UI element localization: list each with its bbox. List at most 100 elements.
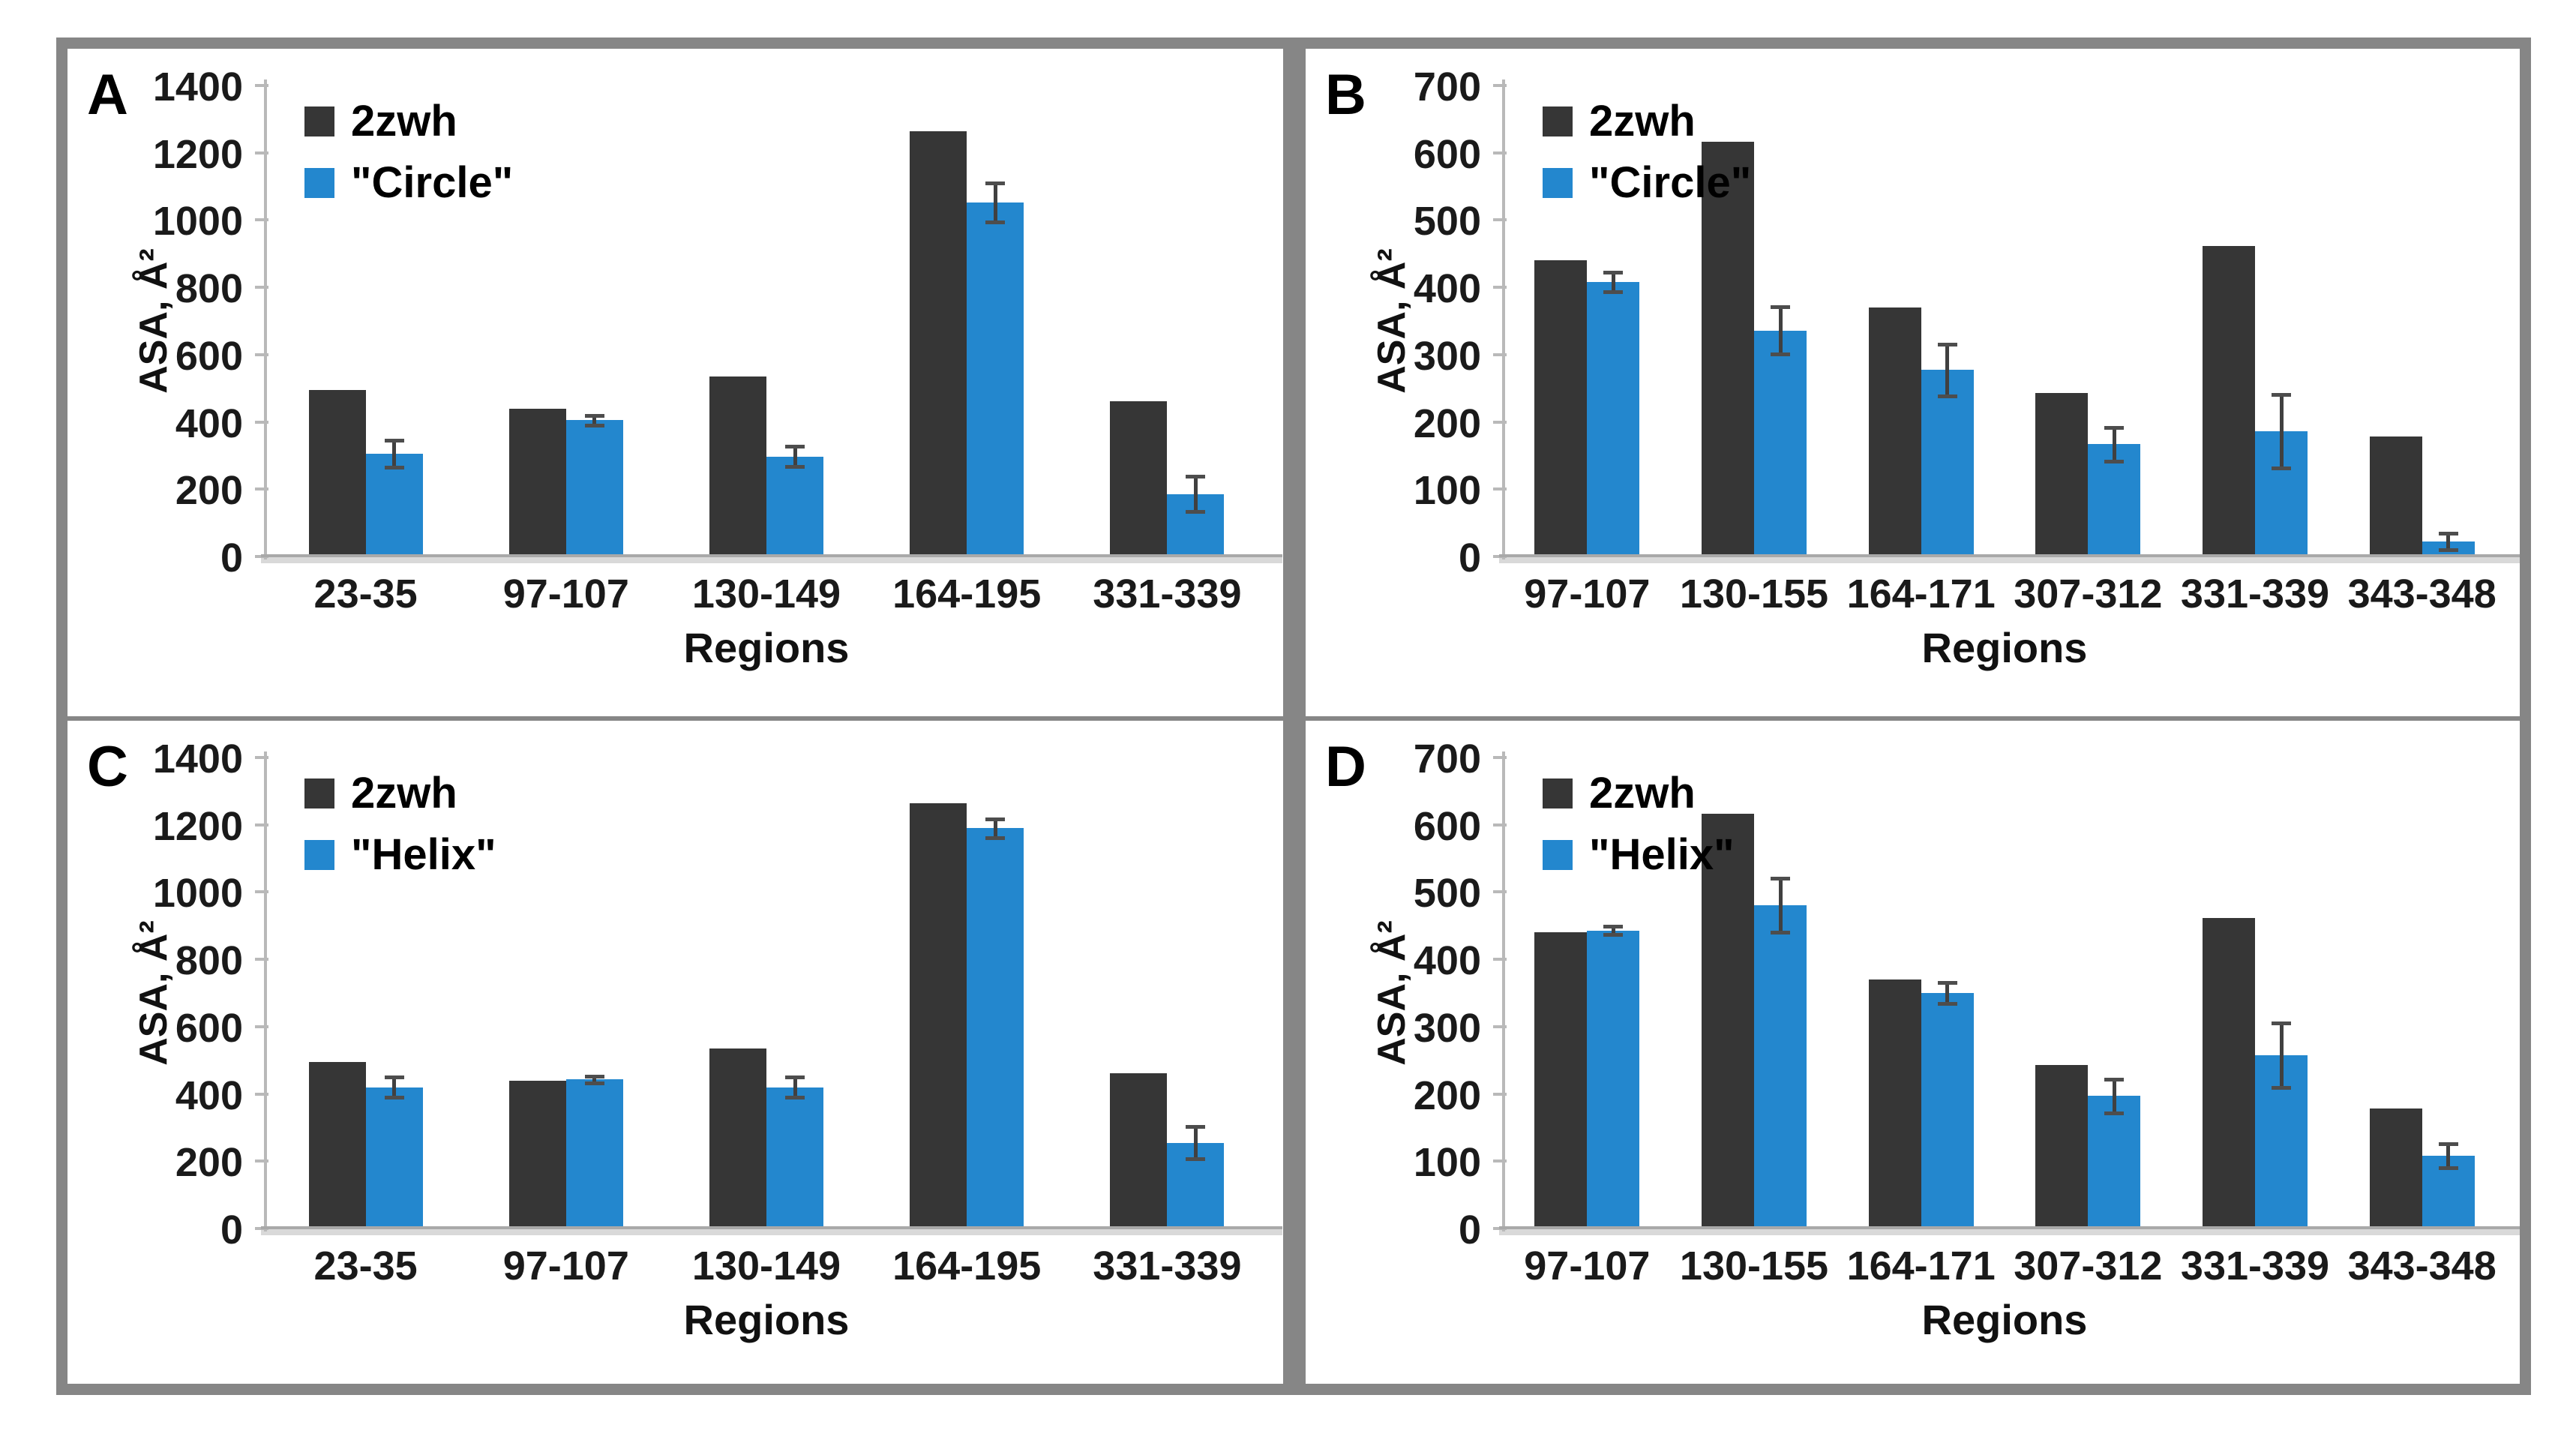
legend-swatch-blue bbox=[1543, 168, 1573, 198]
y-tick-label: 1000 bbox=[152, 871, 243, 916]
bar-helix-23-35 bbox=[365, 1087, 423, 1228]
error-bar-164-171 bbox=[1945, 344, 1950, 396]
y-tick-label: 0 bbox=[220, 1208, 243, 1252]
x-tick-label-130-155: 130-155 bbox=[1679, 572, 1829, 616]
x-axis-baseline-strip bbox=[1499, 556, 2520, 563]
error-bar-cap-top bbox=[1771, 877, 1790, 881]
legend-swatch-blue bbox=[304, 168, 334, 198]
y-tick-label: 200 bbox=[1413, 400, 1481, 446]
x-tick-label-97-107: 97-107 bbox=[1524, 572, 1651, 616]
panel-a: A ASA, Å² 0 200 400 600 800 1000 1200 1400 23-35 9… bbox=[67, 49, 1283, 716]
bar-2zwh-97-107 bbox=[508, 408, 566, 556]
error-bar-cap-top bbox=[384, 1076, 404, 1080]
bar-2zwh-130-149 bbox=[709, 1048, 766, 1228]
error-bar-23-35 bbox=[392, 1077, 397, 1098]
bar-helix-164-195 bbox=[967, 828, 1024, 1228]
x-tick-label-97-107: 97-107 bbox=[502, 1244, 629, 1288]
legend-swatch-dark bbox=[304, 778, 334, 808]
legend-item-helix: "Helix" bbox=[1543, 833, 1735, 877]
error-bar-cap-top bbox=[1603, 270, 1624, 274]
error-bar-343-348 bbox=[2446, 1143, 2451, 1168]
panel-b-letter: B bbox=[1325, 63, 1366, 127]
error-bar-331-339 bbox=[1193, 1126, 1198, 1160]
x-tick-label-97-107: 97-107 bbox=[502, 572, 629, 616]
bar-circle-164-171 bbox=[1921, 370, 1974, 556]
y-tick-label: 100 bbox=[1413, 468, 1481, 514]
error-bar-cap-top bbox=[384, 439, 404, 443]
error-bar-cap-top bbox=[2438, 1142, 2458, 1146]
bar-circle-97-107 bbox=[1587, 281, 1640, 556]
bar-2zwh-307-312 bbox=[2035, 392, 2089, 556]
x-tick-label-307-312: 307-312 bbox=[2014, 572, 2163, 616]
legend-swatch-dark bbox=[1543, 778, 1573, 808]
y-tick-label: 1400 bbox=[152, 64, 243, 110]
y-tick-label: 0 bbox=[1458, 1208, 1481, 1252]
error-bar-cap-bottom bbox=[384, 466, 404, 470]
error-bar-cap-bottom bbox=[1937, 394, 1957, 398]
y-tick-label: 500 bbox=[1413, 871, 1481, 916]
x-tick-label-331-339: 331-339 bbox=[2180, 572, 2330, 616]
row-divider bbox=[67, 716, 2520, 721]
x-axis-baseline-strip bbox=[1499, 1228, 2520, 1235]
bar-2zwh-97-107 bbox=[508, 1080, 566, 1228]
panel-c-letter: C bbox=[87, 735, 128, 799]
bar-helix-307-312 bbox=[2088, 1096, 2141, 1228]
error-bar-307-312 bbox=[2112, 1078, 2116, 1113]
error-bar-164-195 bbox=[993, 818, 997, 838]
y-tick-mark bbox=[1493, 958, 1507, 962]
bar-2zwh-343-348 bbox=[2369, 1108, 2422, 1228]
legend-label-2zwh: 2zwh bbox=[351, 769, 457, 818]
y-tick-label: 600 bbox=[175, 333, 243, 379]
error-bar-cap-top bbox=[2272, 1022, 2291, 1026]
error-bar-cap-top bbox=[1771, 305, 1790, 310]
y-tick-mark bbox=[1493, 1160, 1507, 1163]
error-bar-cap-bottom bbox=[2104, 459, 2125, 464]
y-tick-mark bbox=[1493, 1024, 1507, 1028]
y-tick-mark bbox=[255, 151, 268, 154]
x-axis-line bbox=[261, 1226, 1282, 1229]
error-bar-cap-bottom bbox=[1771, 931, 1790, 935]
x-tick-label-331-339: 331-339 bbox=[2180, 1244, 2330, 1288]
x-axis-line bbox=[1499, 1226, 2520, 1229]
bar-2zwh-23-35 bbox=[308, 1061, 366, 1228]
y-tick-label: 600 bbox=[1413, 131, 1481, 177]
x-tick-label-307-312: 307-312 bbox=[2014, 1244, 2163, 1288]
legend-item-circle: "Circle" bbox=[304, 161, 513, 205]
y-tick-label: 300 bbox=[1413, 333, 1481, 379]
error-bar-130-155 bbox=[1778, 878, 1783, 933]
y-tick-mark bbox=[255, 352, 268, 356]
x-axis-title: Regions bbox=[1921, 1296, 2088, 1343]
legend-swatch-dark bbox=[304, 106, 334, 136]
error-bar-cap-top bbox=[584, 414, 604, 418]
bar-2zwh-331-339 bbox=[2203, 917, 2255, 1228]
error-bar-cap-bottom bbox=[2438, 548, 2458, 553]
y-tick-mark bbox=[1493, 352, 1507, 356]
y-tick-label: 1400 bbox=[152, 736, 243, 782]
y-tick-label: 700 bbox=[1413, 736, 1481, 782]
legend-item-helix: "Helix" bbox=[304, 830, 496, 879]
y-tick-label: 200 bbox=[175, 1140, 243, 1186]
y-tick-label: 600 bbox=[1413, 803, 1481, 849]
y-tick-mark bbox=[255, 420, 268, 424]
legend-swatch-dark bbox=[1543, 106, 1573, 136]
y-tick-mark bbox=[255, 84, 268, 87]
x-axis-title: Regions bbox=[683, 1296, 850, 1343]
legend-swatch-blue bbox=[1543, 840, 1573, 870]
y-tick-label: 1200 bbox=[152, 803, 243, 849]
figure-frame: A ASA, Å² 0 200 400 600 800 1000 1200 1400 23-35 9… bbox=[56, 38, 2531, 1395]
error-bar-cap-top bbox=[2438, 532, 2458, 536]
legend-label-helix: "Helix" bbox=[351, 830, 496, 879]
y-axis-line bbox=[1502, 80, 1505, 560]
y-axis-line bbox=[264, 80, 267, 560]
y-axis-line bbox=[1502, 752, 1505, 1232]
panel-d-letter: D bbox=[1325, 735, 1366, 799]
x-tick-label-164-195: 164-195 bbox=[892, 572, 1042, 616]
bar-2zwh-343-348 bbox=[2369, 436, 2422, 556]
bar-helix-130-149 bbox=[766, 1087, 823, 1228]
error-bar-cap-bottom bbox=[785, 1096, 805, 1100]
error-bar-164-195 bbox=[993, 183, 997, 223]
x-tick-label-164-171: 164-171 bbox=[1846, 1244, 1996, 1288]
error-bar-cap-bottom bbox=[1186, 509, 1206, 514]
y-tick-mark bbox=[255, 958, 268, 962]
panel-c: C ASA, Å² 0 200 400 600 800 1000 1200 1400 23-35 9… bbox=[67, 721, 1283, 1384]
